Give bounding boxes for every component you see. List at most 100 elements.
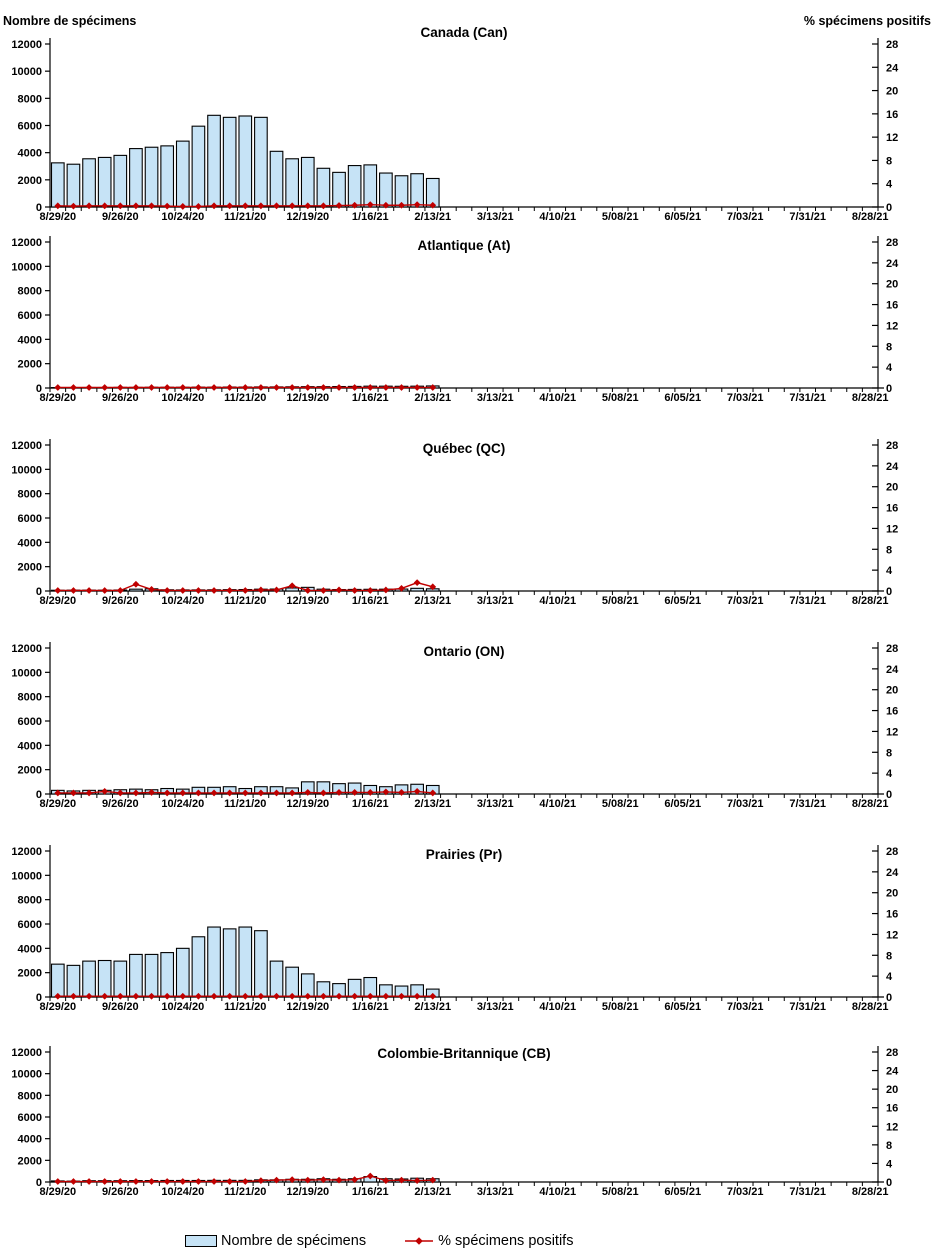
right-y-axis: 0 4 8 12 16 20 24 28 — [872, 642, 899, 801]
left-y-tick-label: 2000 — [18, 968, 42, 980]
data-point-marker — [70, 202, 77, 210]
x-tick-label: 10/24/20 — [161, 1001, 204, 1013]
data-point-marker — [429, 789, 437, 797]
data-point-marker — [101, 1178, 109, 1185]
right-y-tick-label: 28 — [886, 1047, 898, 1059]
data-point-marker — [429, 201, 437, 209]
data-point-marker — [257, 992, 265, 1000]
right-axis-title: % spécimens positifs — [804, 14, 931, 28]
line-series-pct-positive — [54, 992, 437, 1000]
left-y-tick-label: 6000 — [18, 513, 42, 525]
bars-series-specimens — [50, 114, 440, 208]
data-point-marker — [70, 789, 77, 797]
left-y-tick-label: 10000 — [11, 261, 42, 273]
right-y-tick-label: 8 — [886, 950, 892, 962]
data-point-marker — [257, 384, 265, 391]
x-tick-label: 1/16/21 — [352, 392, 389, 404]
x-tick-label: 1/16/21 — [352, 595, 389, 607]
right-y-tick-label: 0 — [886, 1177, 892, 1189]
legend-line-label: % spécimens positifs — [438, 1233, 574, 1249]
right-y-tick-label: 24 — [886, 1066, 899, 1078]
bar — [300, 156, 315, 208]
x-tick-label: 5/08/21 — [602, 595, 639, 607]
left-y-axis: 0 2000 4000 6000 8000 10000 12000 — [11, 38, 51, 214]
left-y-tick-label: 4000 — [18, 943, 42, 955]
legend-item-specimens: Nombre de spécimens — [185, 1233, 366, 1249]
data-point-marker — [273, 586, 280, 594]
bar — [175, 140, 190, 208]
bar — [238, 926, 253, 998]
x-tick-label: 2/13/21 — [414, 211, 451, 223]
data-point-marker — [413, 579, 421, 587]
left-y-axis: 0 2000 4000 6000 8000 10000 12000 — [11, 1046, 51, 1189]
data-point-marker — [335, 384, 343, 391]
x-tick-label: 5/08/21 — [602, 1186, 639, 1198]
bar — [129, 588, 143, 592]
data-point-marker — [366, 201, 374, 209]
chart-panel-quebec: Québec (QC) 0 2000 4000 6000 8000 10000 12000 0 4… — [11, 439, 899, 607]
x-tick-label: 12/19/20 — [286, 595, 329, 607]
data-point-marker — [319, 384, 327, 391]
bar — [129, 953, 143, 998]
x-tick-label: 12/19/20 — [286, 1186, 329, 1198]
x-tick-label: 8/28/21 — [852, 1001, 889, 1013]
left-y-tick-label: 0 — [36, 586, 42, 598]
line-series-pct-positive — [54, 579, 437, 594]
left-y-tick-label: 12000 — [11, 440, 42, 452]
line-series-pct-positive — [54, 1172, 437, 1185]
bar — [347, 165, 362, 208]
data-point-marker — [304, 202, 312, 210]
legend-bar-label: Nombre de spécimens — [221, 1233, 367, 1249]
bar — [207, 114, 221, 208]
left-y-tick-label: 8000 — [18, 692, 42, 704]
left-y-tick-label: 4000 — [18, 148, 42, 160]
left-y-tick-label: 10000 — [11, 66, 42, 78]
left-y-tick-label: 0 — [36, 383, 42, 395]
x-tick-label: 8/29/20 — [39, 392, 76, 404]
data-point-marker — [413, 384, 421, 391]
line-diamond-swatch-icon — [405, 1237, 434, 1245]
data-point-marker — [335, 1176, 343, 1184]
data-point-marker — [85, 789, 93, 797]
data-point-marker — [132, 992, 140, 1000]
x-tick-label: 12/19/20 — [286, 211, 329, 223]
right-y-tick-label: 12 — [886, 132, 898, 144]
data-point-marker — [241, 202, 249, 210]
data-point-marker — [351, 384, 359, 391]
left-y-tick-label: 8000 — [18, 895, 42, 907]
legend-item-pct-positive: % spécimens positifs — [404, 1233, 573, 1249]
data-point-marker — [148, 992, 155, 1000]
bar — [285, 158, 300, 208]
left-y-tick-label: 2000 — [18, 359, 42, 371]
left-y-tick-label: 6000 — [18, 919, 42, 931]
right-y-tick-label: 28 — [886, 846, 898, 858]
data-point-marker — [85, 1178, 93, 1185]
data-point-marker — [304, 384, 312, 391]
left-y-tick-label: 10000 — [11, 464, 42, 476]
x-tick-label: 6/05/21 — [664, 392, 701, 404]
data-point-marker — [210, 587, 218, 594]
data-point-marker — [241, 384, 249, 391]
data-point-marker — [132, 1178, 140, 1185]
data-point-marker — [257, 789, 265, 797]
x-tick-label: 9/26/20 — [102, 211, 139, 223]
chart-legend: Nombre de spécimens % spécimens positifs — [0, 1228, 934, 1254]
left-y-tick-label: 8000 — [18, 93, 42, 105]
left-y-tick-label: 0 — [36, 992, 42, 1004]
x-tick-label: 3/13/21 — [477, 595, 514, 607]
bar — [113, 960, 128, 998]
data-point-marker — [132, 580, 140, 588]
left-y-axis: 0 2000 4000 6000 8000 10000 12000 — [11, 236, 51, 395]
x-tick-label: 8/28/21 — [852, 392, 889, 404]
data-point-marker — [54, 587, 62, 594]
right-y-tick-label: 8 — [886, 747, 892, 759]
data-point-marker — [101, 587, 109, 594]
data-point-marker — [116, 992, 124, 1000]
data-point-marker — [101, 992, 109, 1000]
x-tick-label: 2/13/21 — [414, 798, 451, 810]
bar — [238, 115, 253, 208]
x-tick-label: 7/03/21 — [727, 1186, 764, 1198]
x-tick-label: 5/08/21 — [602, 798, 639, 810]
bar — [66, 964, 81, 998]
left-y-tick-label: 8000 — [18, 1090, 42, 1102]
